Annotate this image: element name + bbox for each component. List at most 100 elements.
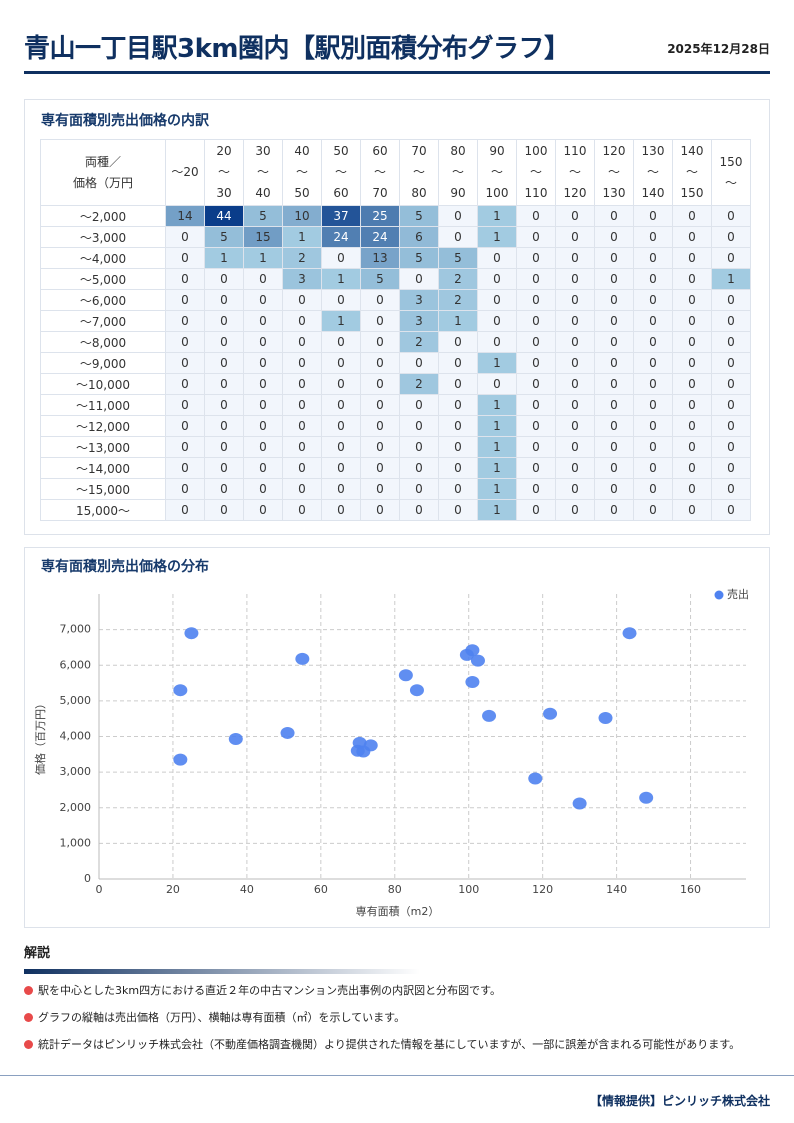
column-label: 70 bbox=[411, 144, 427, 158]
data-point bbox=[363, 739, 378, 752]
column-label: 30 bbox=[216, 186, 232, 200]
count-cell: 0 bbox=[165, 373, 205, 395]
footer-text: 【情報提供】ピンリッチ株式会社 bbox=[589, 1094, 770, 1108]
count-cell: 0 bbox=[516, 352, 556, 374]
data-point bbox=[465, 644, 480, 657]
count-cell: 0 bbox=[165, 247, 205, 269]
count-cell: 0 bbox=[360, 478, 400, 500]
column-header: 120 ～ 130 bbox=[594, 139, 634, 206]
count-cell: 0 bbox=[516, 478, 556, 500]
x-axis-label: 専有面積（m2） bbox=[356, 904, 440, 918]
column-label: 100 bbox=[485, 186, 509, 200]
count-cell: 0 bbox=[243, 457, 283, 479]
count-cell: 0 bbox=[672, 289, 712, 311]
count-cell: 0 bbox=[399, 352, 439, 374]
count-cell: 0 bbox=[633, 373, 673, 395]
count-cell: 15 bbox=[243, 226, 283, 248]
count-cell: 0 bbox=[672, 205, 712, 227]
count-cell: 0 bbox=[321, 289, 361, 311]
count-cell: 1 bbox=[477, 226, 517, 248]
count-cell: 0 bbox=[633, 331, 673, 353]
count-cell: 0 bbox=[204, 394, 244, 416]
count-cell: 0 bbox=[243, 352, 283, 374]
count-cell: 0 bbox=[243, 499, 283, 521]
count-cell: 1 bbox=[477, 457, 517, 479]
count-cell: 0 bbox=[165, 268, 205, 290]
count-cell: 0 bbox=[672, 415, 712, 437]
table-row: ～4,000 0 1 1 2 0 13 5 5 0 0 0 0 0 0 0 bbox=[40, 247, 751, 269]
count-cell: 0 bbox=[321, 436, 361, 458]
count-cell: 0 bbox=[672, 478, 712, 500]
count-cell: 0 bbox=[321, 499, 361, 521]
count-cell: 0 bbox=[711, 289, 751, 311]
count-cell: 0 bbox=[321, 478, 361, 500]
count-cell: 0 bbox=[711, 247, 751, 269]
column-label: 50 bbox=[294, 186, 310, 200]
count-cell: 0 bbox=[633, 394, 673, 416]
data-point bbox=[184, 627, 199, 640]
count-cell: 0 bbox=[204, 331, 244, 353]
count-cell: 0 bbox=[282, 478, 322, 500]
count-cell: 0 bbox=[672, 310, 712, 332]
column-label: 20 bbox=[216, 144, 232, 158]
count-cell: 0 bbox=[516, 205, 556, 227]
table-row: ～9,000 0 0 0 0 0 0 0 0 1 0 0 0 0 0 0 bbox=[40, 352, 751, 374]
table-row: ～7,000 0 0 0 0 1 0 3 1 0 0 0 0 0 0 0 bbox=[40, 310, 751, 332]
corner-label: 価格（万円 bbox=[72, 175, 133, 190]
count-cell: 0 bbox=[555, 247, 595, 269]
count-cell: 0 bbox=[594, 457, 634, 479]
count-cell: 0 bbox=[633, 247, 673, 269]
count-cell: 0 bbox=[204, 352, 244, 374]
column-label: ～ bbox=[568, 165, 581, 179]
count-cell: 0 bbox=[672, 268, 712, 290]
count-cell: 0 bbox=[594, 478, 634, 500]
row-label: ～3,000 bbox=[40, 226, 166, 248]
table-row: ～8,000 0 0 0 0 0 0 2 0 0 0 0 0 0 0 0 bbox=[40, 331, 751, 353]
data-point bbox=[528, 772, 543, 785]
count-cell: 0 bbox=[516, 310, 556, 332]
column-header: ～20 bbox=[165, 139, 205, 206]
column-label: 110 bbox=[563, 144, 587, 158]
count-cell: 0 bbox=[243, 478, 283, 500]
count-cell: 0 bbox=[594, 289, 634, 311]
count-cell: 1 bbox=[477, 478, 517, 500]
column-header: 70 ～ 80 bbox=[399, 139, 439, 206]
count-cell: 0 bbox=[165, 478, 205, 500]
count-cell: 0 bbox=[243, 331, 283, 353]
count-cell: 0 bbox=[282, 415, 322, 437]
count-cell: 0 bbox=[711, 226, 751, 248]
count-cell: 0 bbox=[633, 289, 673, 311]
count-cell: 0 bbox=[321, 331, 361, 353]
count-cell: 0 bbox=[555, 499, 595, 521]
y-tick-label: 6,000 bbox=[60, 658, 92, 671]
column-label: 40 bbox=[294, 144, 310, 158]
count-cell: 0 bbox=[360, 415, 400, 437]
count-cell: 0 bbox=[321, 373, 361, 395]
x-tick-label: 60 bbox=[314, 883, 328, 896]
count-cell: 2 bbox=[438, 268, 478, 290]
count-cell: 0 bbox=[516, 394, 556, 416]
count-cell: 0 bbox=[555, 436, 595, 458]
count-cell: 0 bbox=[165, 226, 205, 248]
row-label: 15,000～ bbox=[40, 499, 166, 521]
count-cell: 3 bbox=[399, 310, 439, 332]
count-cell: 5 bbox=[399, 205, 439, 227]
count-cell: 0 bbox=[438, 478, 478, 500]
count-cell: 0 bbox=[594, 394, 634, 416]
column-label: 120 bbox=[563, 186, 587, 200]
count-cell: 0 bbox=[555, 352, 595, 374]
count-cell: 10 bbox=[282, 205, 322, 227]
count-cell: 1 bbox=[477, 436, 517, 458]
chart-panel: 専有面積別売出価格の分布 0 1,000 2,000 3,000 4,000 5,000 6… bbox=[24, 547, 770, 928]
column-label: ～ bbox=[529, 165, 542, 179]
data-point bbox=[465, 675, 480, 688]
count-cell: 0 bbox=[633, 310, 673, 332]
data-point bbox=[280, 726, 295, 739]
table-title: 専有面積別売出価格の内訳 bbox=[41, 113, 209, 129]
count-cell: 0 bbox=[594, 226, 634, 248]
count-cell: 0 bbox=[243, 436, 283, 458]
column-label: ～ bbox=[256, 165, 269, 179]
count-cell: 0 bbox=[555, 415, 595, 437]
count-cell: 25 bbox=[360, 205, 400, 227]
data-point bbox=[598, 711, 613, 724]
